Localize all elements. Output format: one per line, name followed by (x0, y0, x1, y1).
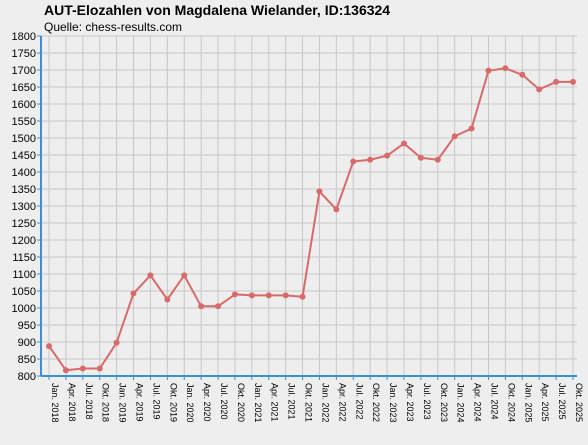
x-tick-label: Jan. 2022 (320, 383, 330, 423)
data-point (485, 67, 492, 74)
x-tick-label: Okt. 2024 (506, 383, 516, 422)
y-tick-label: 1400 (12, 167, 36, 179)
data-point (248, 292, 255, 299)
y-tick-label: 1750 (12, 48, 36, 60)
y-tick-label: 1300 (12, 201, 36, 213)
y-tick-label: 1700 (12, 65, 36, 77)
x-tick-label: Apr. 2022 (337, 383, 347, 422)
y-tick-label: 1650 (12, 82, 36, 94)
y-tick-label: 800 (18, 371, 36, 383)
x-tick-label: Okt. 2025 (574, 383, 584, 422)
series-line (48, 67, 573, 372)
y-tick-label: 1250 (12, 218, 36, 230)
x-tick-label: Apr. 2018 (67, 383, 77, 422)
y-tick-label: 1050 (12, 286, 36, 298)
x-tick-label: Jan. 2025 (523, 383, 533, 423)
x-tick-label: Jan. 2023 (388, 383, 398, 423)
y-tick-label: 900 (18, 337, 36, 349)
data-point (434, 156, 441, 163)
x-tick-label: Apr. 2024 (473, 383, 483, 422)
data-point (147, 272, 154, 279)
x-tick-label: Jan. 2024 (456, 383, 466, 423)
data-point (400, 140, 407, 147)
x-tick-label: Jan. 2019 (118, 383, 128, 423)
x-tick-label: Jul. 2018 (84, 383, 94, 420)
data-point (231, 291, 238, 298)
data-point (130, 290, 137, 297)
y-tick-label: 1600 (12, 99, 36, 111)
data-point (46, 343, 52, 350)
x-tick-label: Jul. 2025 (557, 383, 567, 420)
data-point (519, 71, 526, 78)
data-point (282, 292, 289, 299)
x-tick-label: Jan. 2021 (253, 383, 263, 423)
data-point (502, 65, 509, 72)
x-tick-label: Jul. 2020 (219, 383, 229, 420)
data-point (333, 206, 340, 213)
y-tick-label: 1500 (12, 133, 36, 145)
data-point (570, 78, 576, 85)
y-tick-label: 850 (18, 354, 36, 366)
y-tick-label: 1200 (12, 235, 36, 247)
chart-title: AUT-Elozahlen von Magdalena Wielander, I… (44, 2, 391, 18)
data-point (113, 339, 120, 346)
data-point (62, 367, 69, 374)
x-tick-label: Jan. 2018 (50, 383, 60, 423)
x-tick-label: Jul. 2023 (422, 383, 432, 420)
x-tick-label: Okt. 2022 (371, 383, 381, 422)
data-point (181, 272, 188, 279)
y-tick-label: 1100 (12, 269, 36, 281)
data-point (316, 188, 323, 195)
x-tick-label: Apr. 2021 (270, 383, 280, 422)
x-tick-label: Jul. 2024 (489, 383, 499, 420)
data-point (536, 86, 543, 93)
x-tick-label: Okt. 2020 (236, 383, 246, 422)
x-tick-label: Apr. 2025 (540, 383, 550, 422)
x-tick-label: Apr. 2023 (405, 383, 415, 422)
y-tick-label: 1450 (12, 150, 36, 162)
x-tick-label: Okt. 2018 (101, 383, 111, 422)
data-point (79, 365, 86, 372)
data-point (417, 154, 424, 161)
data-point (96, 365, 103, 372)
y-tick-label: 1150 (12, 252, 36, 264)
data-point (299, 293, 306, 300)
y-tick-label: 1800 (12, 31, 36, 43)
data-point (451, 133, 458, 140)
data-point (198, 303, 205, 310)
data-point (384, 152, 391, 159)
y-tick-label: 1350 (12, 184, 36, 196)
chart-source: Quelle: chess-results.com (44, 20, 183, 34)
y-tick-label: 1000 (12, 303, 36, 315)
data-point (164, 296, 171, 303)
y-tick-label: 950 (18, 320, 36, 332)
x-tick-label: Okt. 2019 (168, 383, 178, 422)
y-tick-label: 1550 (12, 116, 36, 128)
data-point (367, 156, 374, 163)
data-point (350, 158, 357, 165)
x-tick-label: Okt. 2023 (439, 383, 449, 422)
x-tick-label: Apr. 2020 (202, 383, 212, 422)
x-tick-label: Jul. 2022 (354, 383, 364, 420)
x-tick-label: Apr. 2019 (135, 383, 145, 422)
x-tick-label: Jul. 2021 (287, 383, 297, 420)
x-tick-label: Okt. 2021 (304, 383, 314, 422)
data-point (215, 303, 222, 310)
data-point (468, 125, 475, 132)
x-tick-label: Jul. 2019 (151, 383, 161, 420)
data-point (265, 292, 272, 299)
x-tick-label: Jan. 2020 (185, 383, 195, 423)
data-point (553, 78, 560, 85)
